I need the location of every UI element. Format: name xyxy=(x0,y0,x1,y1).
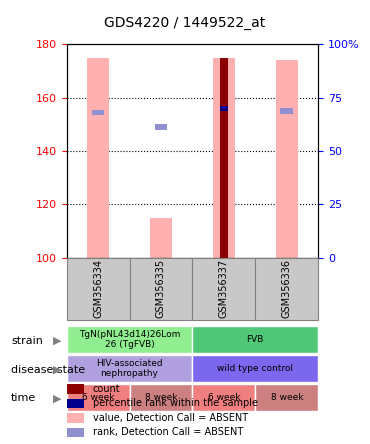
Text: count: count xyxy=(92,384,120,394)
Text: GDS4220 / 1449522_at: GDS4220 / 1449522_at xyxy=(104,16,266,30)
Bar xyxy=(67,428,84,437)
FancyBboxPatch shape xyxy=(130,258,192,320)
FancyBboxPatch shape xyxy=(130,384,192,411)
Text: GSM356334: GSM356334 xyxy=(93,259,103,318)
FancyBboxPatch shape xyxy=(67,258,130,320)
Text: GSM356335: GSM356335 xyxy=(156,259,166,318)
Text: value, Detection Call = ABSENT: value, Detection Call = ABSENT xyxy=(92,413,248,423)
Text: FVB: FVB xyxy=(247,335,264,344)
Text: ▶: ▶ xyxy=(53,365,61,375)
Text: 6 week: 6 week xyxy=(82,393,114,402)
FancyBboxPatch shape xyxy=(67,326,192,353)
FancyBboxPatch shape xyxy=(192,384,255,411)
Text: GSM356336: GSM356336 xyxy=(282,259,292,318)
Bar xyxy=(276,60,298,258)
Text: strain: strain xyxy=(11,336,43,346)
Text: time: time xyxy=(11,393,36,404)
Text: 6 week: 6 week xyxy=(208,393,240,402)
Bar xyxy=(67,413,84,423)
Text: ▶: ▶ xyxy=(53,336,61,346)
Text: 8 week: 8 week xyxy=(270,393,303,402)
Bar xyxy=(67,399,84,408)
Bar xyxy=(220,58,228,258)
FancyBboxPatch shape xyxy=(192,326,318,353)
Text: wild type control: wild type control xyxy=(217,364,293,373)
Text: ▶: ▶ xyxy=(53,393,61,404)
Bar xyxy=(150,218,172,258)
Text: disease state: disease state xyxy=(11,365,85,375)
FancyBboxPatch shape xyxy=(192,258,255,320)
Text: TgN(pNL43d14)26Lom
26 (TgFVB): TgN(pNL43d14)26Lom 26 (TgFVB) xyxy=(79,330,180,349)
Bar xyxy=(220,106,228,111)
Text: GSM356337: GSM356337 xyxy=(219,259,229,318)
Bar xyxy=(87,58,109,258)
Bar xyxy=(67,385,84,394)
FancyBboxPatch shape xyxy=(67,384,130,411)
Text: HIV-associated
nephropathy: HIV-associated nephropathy xyxy=(96,359,163,378)
FancyBboxPatch shape xyxy=(67,355,192,382)
FancyBboxPatch shape xyxy=(255,384,318,411)
Bar xyxy=(280,108,293,114)
Bar xyxy=(155,124,167,130)
FancyBboxPatch shape xyxy=(255,258,318,320)
Text: 8 week: 8 week xyxy=(145,393,177,402)
Text: rank, Detection Call = ABSENT: rank, Detection Call = ABSENT xyxy=(92,427,243,437)
FancyBboxPatch shape xyxy=(192,355,318,382)
Bar xyxy=(92,110,104,115)
Text: percentile rank within the sample: percentile rank within the sample xyxy=(92,398,258,408)
Bar xyxy=(213,58,235,258)
